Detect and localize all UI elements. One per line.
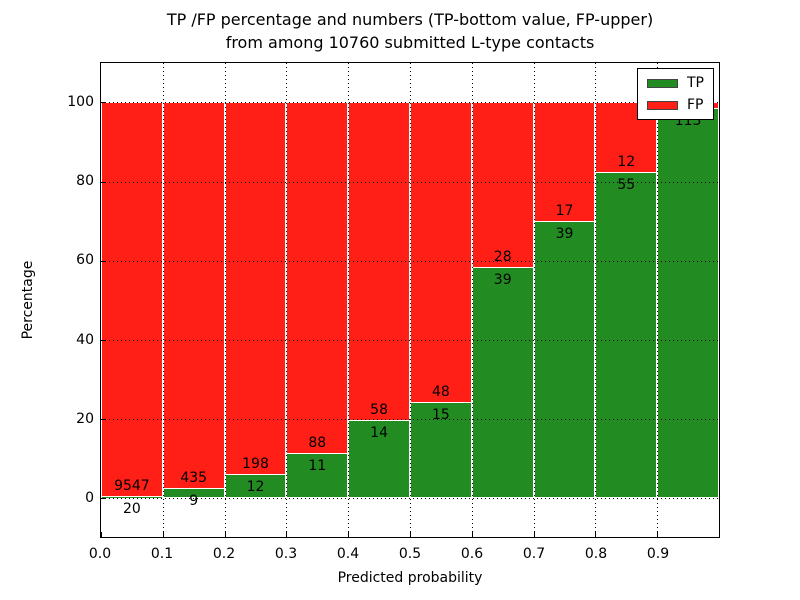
legend-swatch-tp xyxy=(647,78,678,88)
x-tick-mark xyxy=(657,532,659,537)
bars-layer xyxy=(101,63,719,537)
y-tick-label: 100 xyxy=(67,93,94,110)
bar-segment-tp xyxy=(348,420,410,498)
x-tick-label: 0.2 xyxy=(212,546,236,562)
x-tick-label: 0.7 xyxy=(522,546,546,562)
y-tick-mark xyxy=(101,260,106,262)
x-axis-label: Predicted probability xyxy=(337,570,483,586)
chart-title-line2: from among 10760 submitted L-type contac… xyxy=(225,33,595,53)
chart-title-line1: TP /FP percentage and numbers (TP-bottom… xyxy=(166,10,654,29)
x-tick-label: 0.0 xyxy=(88,546,112,562)
legend-label: FP xyxy=(687,97,704,113)
bar-segment-fp xyxy=(286,102,349,454)
x-tick-label: 0.4 xyxy=(336,546,360,562)
y-tick-label: 80 xyxy=(76,173,94,189)
x-tick-mark xyxy=(162,532,164,537)
bar-segment-tp xyxy=(533,222,596,498)
bar-segment-tp xyxy=(410,403,472,498)
legend-swatch-fp xyxy=(647,100,678,110)
x-tick-mark xyxy=(471,532,473,537)
bar-segment-tp xyxy=(286,453,349,498)
x-tick-label: 0.6 xyxy=(460,546,484,562)
bar-segment-fp xyxy=(224,102,287,475)
y-tick-mark xyxy=(101,339,106,341)
bar-segment-fp xyxy=(533,102,596,223)
y-tick-mark xyxy=(101,102,106,104)
x-tick-mark xyxy=(595,532,597,537)
x-tick-mark xyxy=(410,532,411,537)
bar-segment-tp xyxy=(657,109,719,498)
x-tick-label: 0.5 xyxy=(398,546,422,562)
bar-segment-tp xyxy=(162,489,225,498)
bar-segment-fp xyxy=(410,102,472,404)
bar-segment-tp xyxy=(101,496,163,498)
x-tick-label: 0.9 xyxy=(646,546,670,562)
bar-segment-fp xyxy=(471,102,534,268)
y-tick-mark xyxy=(101,181,106,183)
legend-label: TP xyxy=(687,75,704,91)
bar-segment-tp xyxy=(224,474,287,498)
bar-segment-fp xyxy=(348,102,410,421)
y-tick-mark xyxy=(101,497,106,499)
chart-title: TP /FP percentage and numbers (TP-bottom… xyxy=(100,8,720,54)
x-tick-label: 0.8 xyxy=(584,546,608,562)
x-tick-mark xyxy=(286,532,288,537)
bar-segment-tp xyxy=(471,267,534,498)
x-tick-mark xyxy=(224,532,226,537)
legend-item: TP xyxy=(647,76,704,90)
y-tick-label: 0 xyxy=(85,490,94,507)
y-tick-label: 20 xyxy=(76,411,94,427)
y-tick-label: 40 xyxy=(76,331,94,348)
y-tick-label: 60 xyxy=(76,252,94,269)
legend-item: FP xyxy=(647,98,704,112)
legend: TP FP xyxy=(637,68,714,120)
x-tick-label: 0.1 xyxy=(150,546,174,562)
x-tick-mark xyxy=(101,532,102,537)
bar-segment-fp xyxy=(101,102,163,497)
x-tick-mark xyxy=(348,532,350,537)
plot-area: 9547 20 435 9 198 12 88 11 58 14 48 15 28 39 17 39 12 55 1… xyxy=(100,62,720,538)
x-tick-mark xyxy=(533,532,535,537)
bar-segment-tp xyxy=(595,173,658,498)
bar-segment-fp xyxy=(162,102,225,490)
x-tick-label: 0.3 xyxy=(274,546,298,562)
y-axis-label: Percentage xyxy=(20,260,36,340)
y-tick-mark xyxy=(101,418,106,420)
